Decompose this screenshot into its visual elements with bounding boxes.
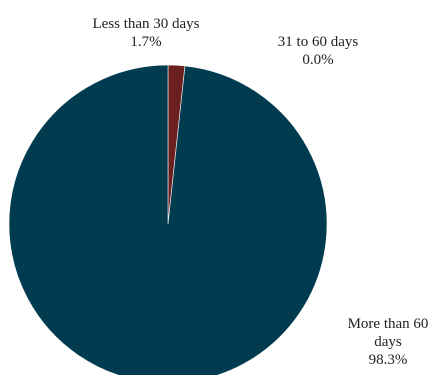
slice-percent-0: 1.7%: [130, 34, 161, 50]
pie-slice-2: [8, 64, 328, 380]
slice-label-1: 31 to 60 days 0.0%: [278, 34, 359, 68]
slice-percent-1: 0.0%: [302, 52, 333, 68]
slice-label-2: More than 60 days 98.3%: [348, 316, 429, 368]
slice-label-0: Less than 30 days 1.7%: [92, 16, 199, 50]
slice-percent-2: 98.3%: [369, 352, 408, 368]
slice-label-line-2-0: More than 60: [348, 316, 429, 332]
slice-label-line-2-1: days: [374, 334, 402, 350]
slice-label-line-0-0: Less than 30 days: [92, 16, 199, 32]
slice-label-line-1-0: 31 to 60 days: [278, 34, 359, 50]
